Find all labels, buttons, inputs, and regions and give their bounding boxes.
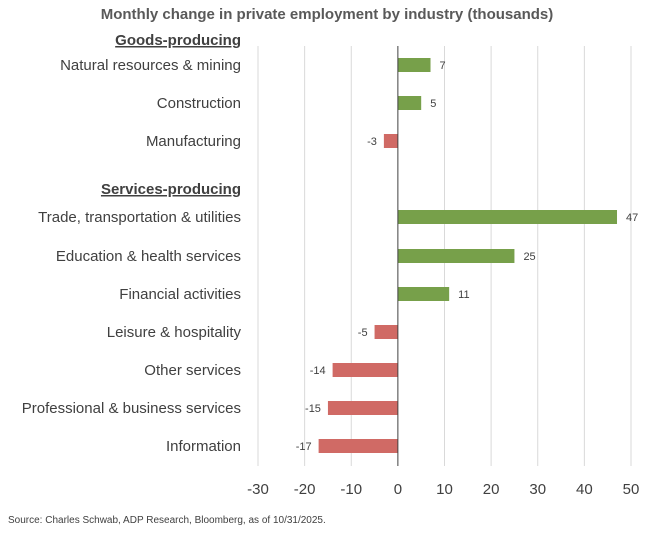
data-label: 5 — [430, 98, 436, 110]
x-tick-label: 0 — [394, 481, 402, 498]
data-label: -3 — [367, 136, 377, 148]
bar — [332, 363, 398, 377]
x-tick-label: -20 — [294, 481, 316, 498]
category-label: Leisure & hospitality — [107, 324, 242, 341]
category-label: Construction — [157, 95, 241, 112]
data-label: 11 — [458, 289, 469, 301]
category-label: Professional & business services — [22, 400, 241, 417]
category-label: Trade, transportation & utilities — [38, 209, 241, 226]
chart-title: Monthly change in private employment by … — [100, 6, 554, 23]
bar — [318, 439, 398, 453]
bar — [397, 96, 422, 110]
x-tick-label: 40 — [576, 481, 593, 498]
data-label: -17 — [296, 441, 312, 453]
category-label: Financial activities — [119, 286, 241, 303]
category-label: Information — [166, 438, 241, 455]
data-label: 47 — [626, 212, 638, 224]
category-label: Education & health services — [56, 248, 241, 265]
data-label: -14 — [310, 365, 326, 377]
source-note: Source: Charles Schwab, ADP Research, Bl… — [8, 515, 326, 526]
data-label: 7 — [440, 60, 446, 72]
category-label: Manufacturing — [146, 133, 241, 150]
x-tick-label: -30 — [247, 481, 269, 498]
group-header: Services-producing — [101, 181, 241, 198]
x-tick-label: 50 — [623, 481, 640, 498]
x-tick-label: 30 — [529, 481, 546, 498]
x-tick-label: 10 — [436, 481, 453, 498]
category-label: Natural resources & mining — [60, 57, 241, 74]
data-label: 25 — [523, 251, 535, 263]
bar — [397, 287, 450, 301]
data-label: -15 — [305, 403, 321, 415]
category-label: Other services — [144, 362, 241, 379]
x-tick-label: 20 — [483, 481, 500, 498]
bar — [374, 325, 398, 339]
bar — [397, 210, 618, 224]
x-tick-label: -10 — [340, 481, 362, 498]
data-label: -5 — [358, 327, 368, 339]
group-header: Goods-producing — [115, 32, 241, 49]
bar — [397, 249, 515, 263]
bar — [397, 58, 431, 72]
bar — [327, 401, 398, 415]
bar — [383, 134, 398, 148]
